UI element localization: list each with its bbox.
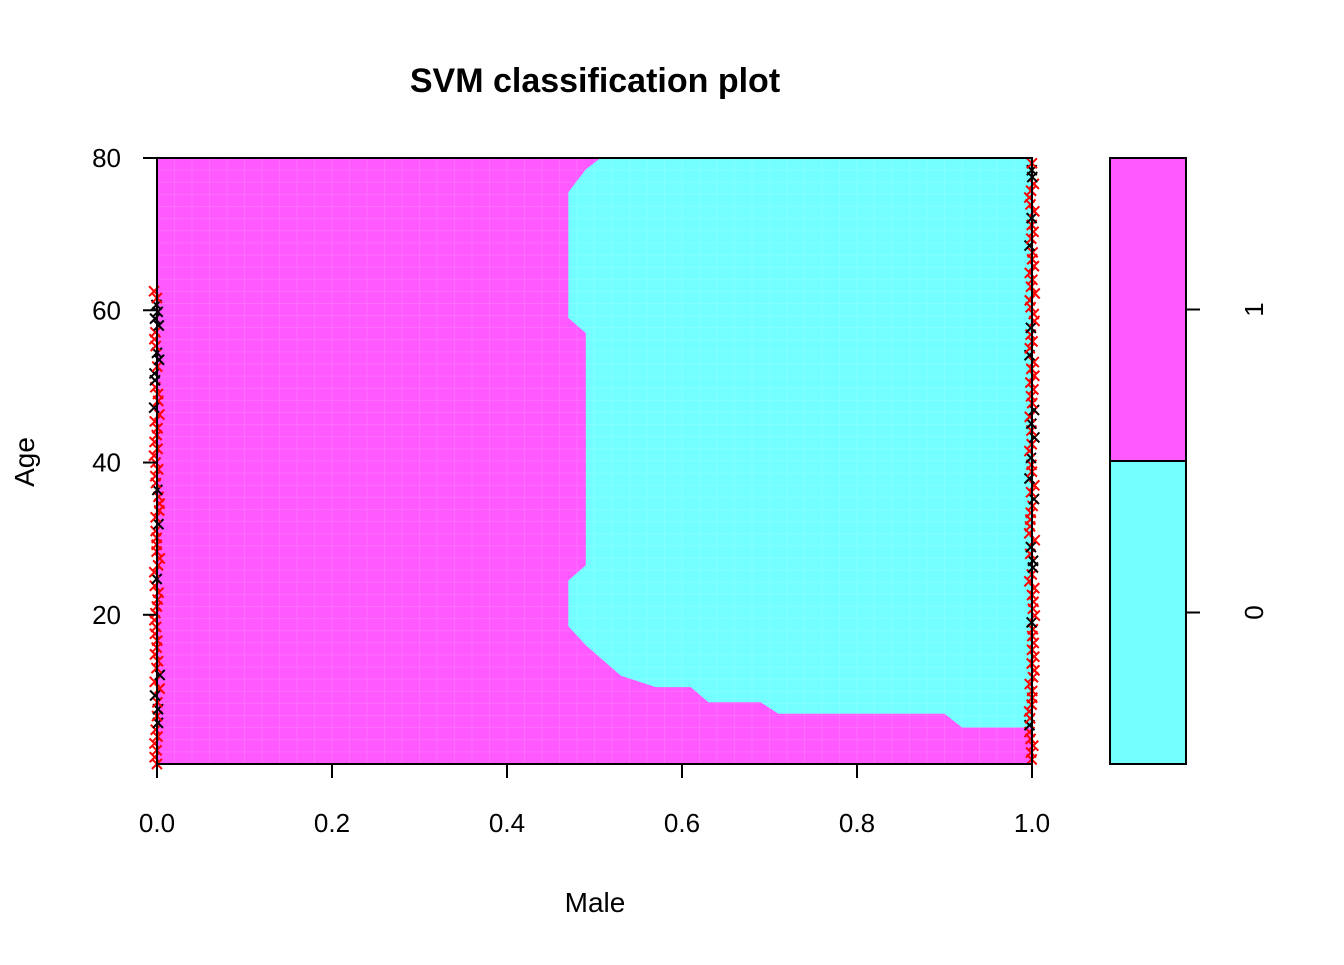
data-points [148, 157, 1041, 770]
data-point [1027, 555, 1039, 567]
y-tick-label: 60 [92, 295, 121, 325]
y-axis-label: Age [9, 437, 40, 487]
data-point [152, 518, 165, 530]
data-point [1024, 267, 1036, 279]
data-point [1028, 356, 1040, 368]
x-axis-label: Male [565, 887, 626, 918]
data-point [149, 689, 161, 702]
x-tick-label: 0.4 [489, 808, 525, 838]
data-point [152, 655, 164, 667]
legend-label-0: 0 [1239, 605, 1269, 619]
y-tick-label: 80 [92, 143, 121, 173]
y-tick-label: 40 [92, 448, 121, 478]
data-point [1025, 507, 1037, 519]
data-point [149, 676, 161, 688]
data-point [149, 326, 162, 339]
data-point [153, 319, 165, 332]
plot-area [148, 157, 1041, 770]
data-point [1025, 322, 1037, 334]
data-point [1028, 404, 1040, 416]
x-tick-label: 0.0 [139, 808, 175, 838]
data-point [1028, 650, 1041, 663]
data-point [1024, 294, 1036, 307]
data-point [1027, 226, 1040, 238]
legend-swatch-0 [1109, 460, 1187, 765]
data-point [149, 525, 162, 537]
data-point [149, 580, 161, 592]
data-point [149, 470, 161, 482]
data-point [1028, 308, 1040, 320]
data-point [1025, 541, 1037, 553]
data-point [149, 415, 161, 428]
data-point [1025, 452, 1037, 464]
y-axis: 20 40 60 80 [92, 143, 158, 630]
data-point [1028, 260, 1040, 272]
data-point [1024, 678, 1036, 690]
data-point [1024, 376, 1037, 389]
data-point [1028, 370, 1041, 382]
data-point [152, 586, 165, 599]
data-point [1028, 178, 1040, 190]
data-point [148, 751, 161, 763]
x-tick-label: 0.6 [664, 808, 700, 838]
legend-label-1: 1 [1239, 302, 1269, 316]
data-point [149, 724, 162, 736]
data-point [1024, 411, 1036, 423]
x-tick-label: 0.2 [314, 808, 350, 838]
data-point [149, 648, 161, 661]
legend: 01 [1109, 157, 1269, 765]
data-point [153, 354, 165, 366]
data-point [1027, 740, 1040, 752]
data-point [149, 312, 161, 325]
data-point [1028, 582, 1040, 594]
data-point [1024, 342, 1036, 355]
x-tick-label: 1.0 [1014, 808, 1050, 838]
region-texture [157, 158, 1032, 764]
region-class-0 [568, 158, 1032, 728]
data-point [1027, 383, 1040, 396]
data-point [1028, 205, 1041, 217]
data-point [149, 511, 162, 524]
chart-title: SVM classification plot [410, 62, 780, 100]
x-tick-label: 0.8 [839, 808, 875, 838]
data-point [152, 559, 164, 572]
x-axis: 0.0 0.2 0.4 0.6 0.8 1.0 [139, 763, 1050, 838]
legend-swatch-1 [1109, 157, 1187, 462]
data-point [1028, 493, 1040, 505]
data-point [152, 463, 164, 476]
y-tick-label: 20 [92, 600, 121, 630]
